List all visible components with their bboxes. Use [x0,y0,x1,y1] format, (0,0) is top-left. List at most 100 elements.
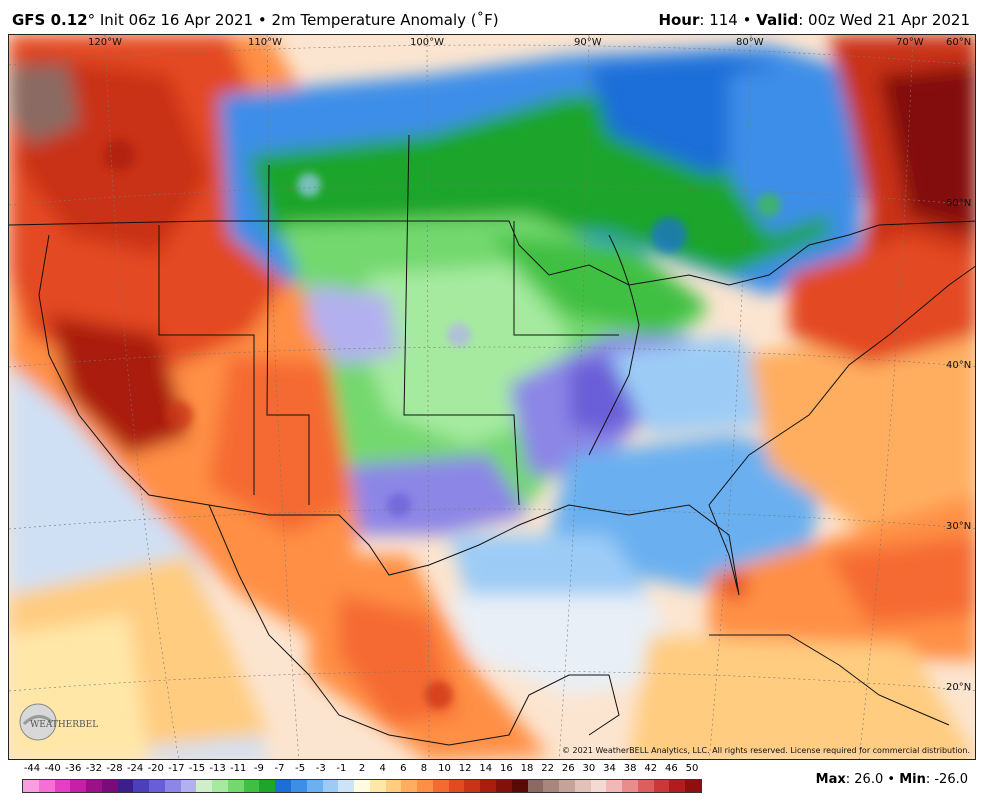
legend-swatch [322,780,339,792]
legend-swatch [180,780,197,792]
degree-symbol: ° [87,11,96,29]
legend-swatch [574,780,591,792]
legend-tick-label: 12 [458,763,472,774]
min-value: -26.0 [934,772,968,787]
lat-label-20n: 20°N [946,682,972,693]
legend-tick-label: 34 [603,763,616,774]
legend-swatch [464,780,481,792]
hour-value: 114 [709,11,738,29]
legend-swatch [291,780,307,792]
valid-label: Valid [756,11,799,29]
legend-tick-label: 42 [644,763,658,774]
legend-tick-label: -36 [65,763,82,774]
max-label: Max [815,772,846,787]
legend-swatch [559,780,575,792]
title-bullet: • [257,11,267,29]
legend-tick-label: -11 [230,763,247,774]
lat-label-40n: 40°N [946,360,972,371]
legend-swatch [385,780,402,792]
legend-tick-label: -44 [23,763,41,774]
model-name: GFS 0.12 [12,11,88,29]
svg-text:WEATHERBELL: WEATHERBELL [30,720,98,730]
legend-swatch [511,780,528,792]
lat-label-60n: 60°N [946,37,972,48]
legend-swatch [38,780,55,792]
valid-value: 00z Wed 21 Apr 2021 [808,11,970,29]
legend-swatch [133,780,150,792]
weatherbell-logo: WEATHERBELL [18,700,104,744]
legend-tick-label: -5 [295,763,306,774]
legend-swatch [338,780,355,792]
hour-label: Hour [658,11,700,29]
legend-tick-label: -20 [147,763,164,774]
map-title: GFS 0.12° Init 06z 16 Apr 2021 • 2m Temp… [12,11,499,29]
legend-tick-label: 26 [561,763,575,774]
legend-tick-label: -28 [106,763,123,774]
legend-swatch [212,780,228,792]
valid-time-info: Hour: 114 • Valid: 00z Wed 21 Apr 2021 [658,11,970,29]
legend-swatch [417,780,433,792]
legend-color-bar [22,779,702,793]
min-label: Min [899,772,926,787]
legend-tick-label: 2 [358,763,366,774]
legend-tick-label: 10 [438,763,451,774]
legend-swatch [354,780,370,792]
lon-label-70w: 70°W [896,37,924,48]
legend-tick-label: 22 [541,763,554,774]
legend-tick-label: -1 [336,763,347,774]
legend-swatch [164,780,181,792]
legend-tick-label: 8 [420,763,428,774]
legend-tick-label: -32 [85,763,103,774]
legend-tick-label: 38 [623,763,637,774]
legend-swatch [448,780,465,792]
legend-tick-label: 6 [400,763,407,774]
legend-tick-label: -24 [126,763,144,774]
color-legend: -44 -40 -36 -32 -28 -24 -20 -17 -15 -13 -11 -9 -7 -5-… [22,763,702,797]
legend-swatch [101,780,118,792]
legend-tick-label: 16 [500,763,513,774]
lon-label-100w: 100°W [410,37,444,48]
legend-tick-label: 50 [685,763,699,774]
legend-swatch [117,780,134,792]
legend-swatch [480,780,496,792]
lon-label-110w: 110°W [248,37,282,48]
legend-swatch [527,780,544,792]
legend-tick-label: -40 [44,763,61,774]
legend-tick-label: 46 [665,763,678,774]
legend-tick-label: -15 [188,763,206,774]
legend-swatch [653,780,670,792]
lon-label-80w: 80°W [736,37,764,48]
legend-swatch [149,780,165,792]
legend-swatch [495,780,512,792]
legend-tick-label: -17 [168,763,185,774]
legend-tick-label: -9 [253,763,264,774]
field-name: 2m Temperature Anomaly (˚F) [271,11,499,29]
max-min-stats: Max: 26.0 • Min: -26.0 [815,772,968,787]
lat-label-50n: 50°N [946,198,972,209]
legend-swatch [637,780,654,792]
map-header: GFS 0.12° Init 06z 16 Apr 2021 • 2m Temp… [0,0,984,34]
map-canvas [9,35,975,759]
temperature-anomaly-map [8,34,976,760]
legend-tick-label: -7 [274,763,285,774]
copyright-notice: © 2021 WeatherBELL Analytics, LLC. All r… [562,746,970,755]
legend-swatch [196,780,213,792]
legend-tick-label: -3 [315,763,326,774]
legend-swatch [622,780,638,792]
legend-swatch [432,780,449,792]
lon-label-90w: 90°W [574,37,602,48]
init-time: Init 06z 16 Apr 2021 [99,11,254,29]
coastlines [9,134,975,746]
lon-label-120w: 120°W [88,37,122,48]
legend-swatch [227,780,244,792]
legend-swatch [23,780,39,792]
legend-swatch [606,780,623,792]
lat-label-30n: 30°N [946,521,972,532]
legend-swatch [685,780,701,792]
anomaly-field [9,35,975,759]
legend-swatch [543,780,560,792]
legend-tick-label: 14 [479,763,493,774]
legend-swatch [401,780,418,792]
max-value: 26.0 [854,772,884,787]
graticule [9,35,975,759]
